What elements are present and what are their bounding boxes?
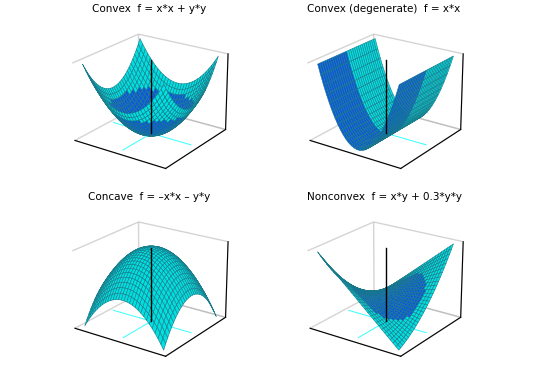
Title: Concave  f = –x*x – y*y: Concave f = –x*x – y*y xyxy=(88,192,210,202)
Title: Convex (degenerate)  f = x*x: Convex (degenerate) f = x*x xyxy=(308,4,461,14)
Title: Nonconvex  f = x*y + 0.3*y*y: Nonconvex f = x*y + 0.3*y*y xyxy=(306,192,462,202)
Title: Convex  f = x*x + y*y: Convex f = x*x + y*y xyxy=(92,4,206,14)
